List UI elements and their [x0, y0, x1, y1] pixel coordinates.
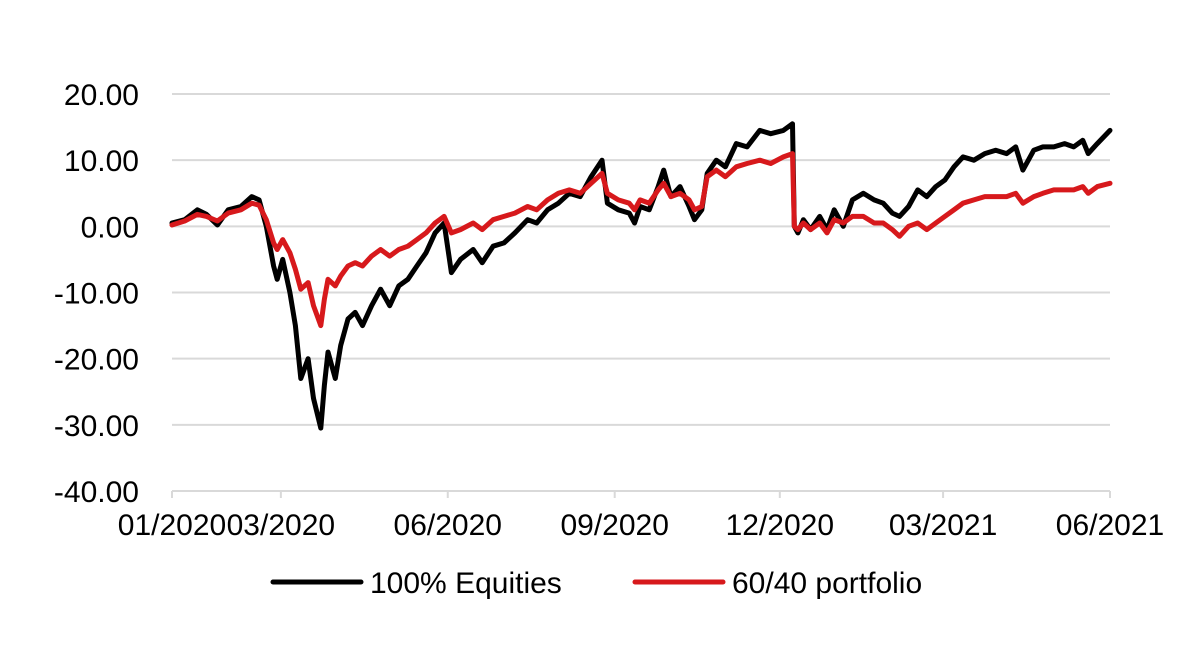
x-tick-label: 12/2020 [726, 509, 834, 542]
y-tick-label: 0.00 [81, 211, 139, 244]
y-tick-label: 10.00 [64, 145, 139, 178]
legend-label: 60/40 portfolio [732, 567, 922, 600]
y-tick-label: -10.00 [54, 278, 139, 311]
series-60-40-portfolio [169, 151, 1113, 329]
x-axis-tick-labels: 01/2020 03/2020 06/2020 09/2020 12/2020 03/20… [118, 509, 1164, 542]
legend-item: 60/40 portfolio [632, 567, 922, 600]
x-tick-label: 06/2020 [394, 509, 502, 542]
legend-label: 100% Equities [370, 567, 562, 600]
series-line-60-40-portfolio [169, 151, 1113, 329]
y-tick-label: 20.00 [64, 79, 139, 112]
y-tick-label: -20.00 [54, 344, 139, 377]
x-tick-label: 03/2021 [889, 509, 997, 542]
series-lines [169, 121, 1113, 431]
x-tick-label: 01/2020 [118, 509, 226, 542]
y-tick-label: -40.00 [54, 476, 139, 509]
x-tick-label: 09/2020 [560, 509, 668, 542]
series-line-100-equities [169, 121, 1113, 431]
y-axis-tick-labels: 20.00 10.00 0.00 -10.00 -20.00 -30.00 -40.00 [54, 79, 139, 509]
x-axis [171, 490, 1111, 498]
x-tick-label: 06/2021 [1056, 509, 1164, 542]
legend: 100% Equities 60/40 portfolio [270, 567, 922, 600]
y-tick-label: -30.00 [54, 410, 139, 443]
legend-item: 100% Equities [270, 567, 562, 600]
x-tick-label: 03/2020 [227, 509, 335, 542]
series-100-equities [169, 121, 1113, 431]
